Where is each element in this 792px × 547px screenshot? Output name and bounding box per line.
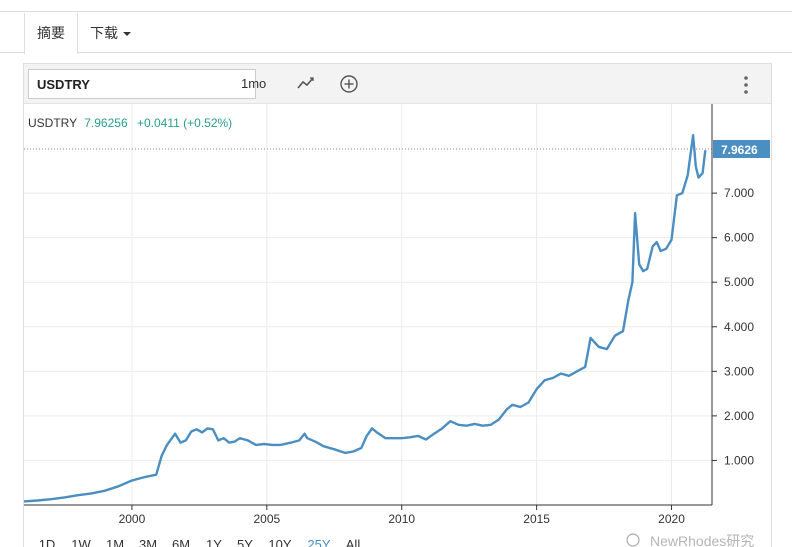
y-tick-label: 5.000: [724, 275, 754, 289]
x-tick-label: 2015: [523, 512, 550, 526]
watermark: NewRhodes研究: [626, 533, 754, 547]
quote-price: 7.96256: [84, 116, 128, 130]
window-top-strip: [0, 0, 792, 12]
x-tick-label: 2005: [253, 512, 280, 526]
y-tick-label: 7.000: [724, 186, 754, 200]
price-line: [23, 134, 707, 503]
x-tick-label: 2020: [658, 512, 685, 526]
chart-toolbar: 1mo: [24, 64, 771, 104]
download-dropdown[interactable]: 下载: [78, 13, 143, 53]
last-price-label: 7.9626: [721, 143, 758, 157]
download-label: 下载: [90, 25, 118, 41]
x-tick-label: 2010: [388, 512, 415, 526]
range-button-5y[interactable]: 5Y: [237, 537, 253, 547]
y-axis: 1.000 2.000 3.000 4.000 5.000 6.000 7.000: [712, 186, 754, 467]
quote-header: USDTRY 7.96256 +0.0411 (+0.52%): [28, 116, 232, 130]
range-button-1w[interactable]: 1W: [71, 537, 91, 547]
range-button-25y[interactable]: 25Y: [307, 537, 330, 547]
quote-change: +0.0411 (+0.52%): [137, 116, 232, 130]
y-tick-label: 1.000: [724, 453, 754, 467]
x-axis: 2000 2005 2010 2015 2020: [119, 505, 685, 526]
tab-bar: 摘要 下载: [0, 13, 792, 54]
range-button-all[interactable]: All: [346, 537, 361, 547]
range-button-10y[interactable]: 10Y: [268, 537, 291, 547]
range-button-1y[interactable]: 1Y: [206, 537, 222, 547]
tab-summary[interactable]: 摘要: [24, 13, 78, 54]
range-button-1d[interactable]: 1D: [39, 537, 56, 547]
line-chart-icon[interactable]: [295, 73, 317, 95]
caret-down-icon: [123, 32, 131, 37]
more-vertical-icon[interactable]: [742, 74, 750, 96]
symbol-input[interactable]: [28, 69, 256, 99]
y-tick-label: 4.000: [724, 320, 754, 334]
range-selector: 1D 1W 1M 3M 6M 1Y 5Y 10Y 25Y All: [39, 537, 361, 547]
watermark-text: NewRhodes研究: [650, 533, 754, 547]
x-tick-label: 2000: [119, 512, 146, 526]
interval-selector[interactable]: 1mo: [241, 76, 267, 91]
range-button-6m[interactable]: 6M: [172, 537, 190, 547]
add-circle-icon[interactable]: [338, 73, 360, 95]
grid-lines: [24, 104, 712, 505]
last-price-badge: [713, 140, 770, 158]
quote-symbol: USDTRY: [28, 116, 77, 130]
chart-panel: 1mo: [23, 63, 772, 547]
range-button-3m[interactable]: 3M: [139, 537, 157, 547]
wechat-icon: [626, 533, 640, 547]
y-tick-label: 6.000: [724, 231, 754, 245]
range-button-1m[interactable]: 1M: [106, 537, 124, 547]
y-tick-label: 3.000: [724, 364, 754, 378]
y-tick-label: 2.000: [724, 409, 754, 423]
